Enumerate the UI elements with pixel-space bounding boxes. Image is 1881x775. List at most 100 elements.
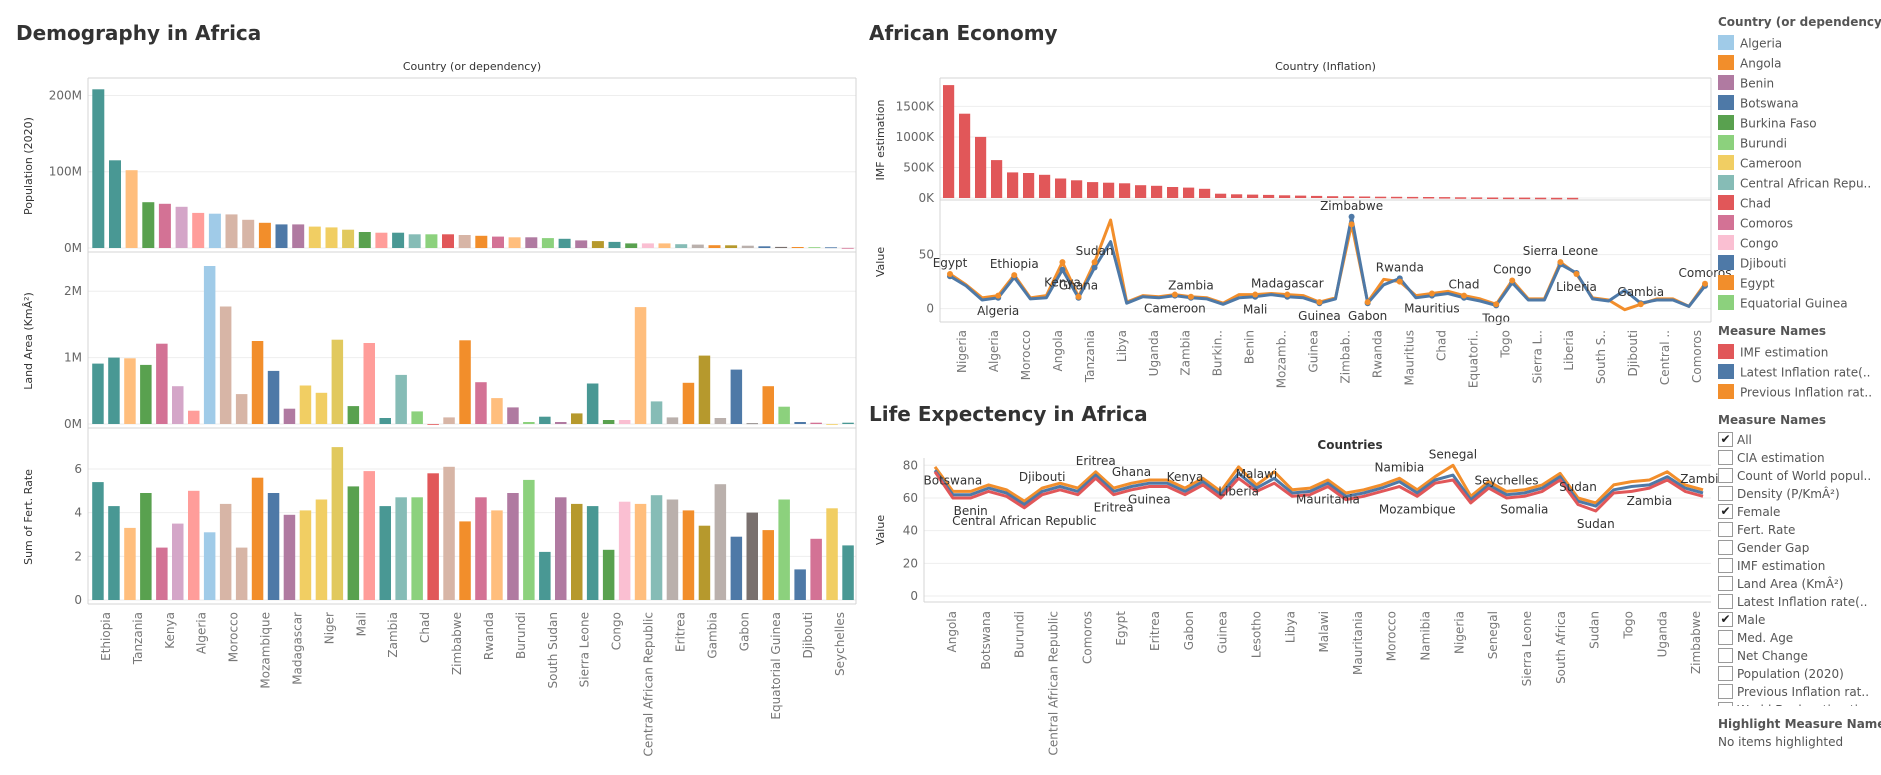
measure-legend-item[interactable]: IMF estimation	[1718, 342, 1878, 362]
imf-bar	[1487, 197, 1499, 199]
filter-checkbox[interactable]	[1718, 683, 1733, 699]
filter-checkbox[interactable]: ✔	[1718, 503, 1733, 519]
filter-item[interactable]: Previous Inflation rat..	[1718, 683, 1878, 701]
filter-item[interactable]: Land Area (KmÂ²)	[1718, 575, 1878, 593]
country-legend-item[interactable]: Burkina Faso	[1718, 113, 1878, 133]
filter-item[interactable]: ✔ All	[1718, 431, 1878, 449]
measure-filter-title: Measure Names	[1718, 413, 1827, 427]
filter-checkbox[interactable]	[1718, 557, 1733, 573]
imf-bar	[1071, 180, 1083, 198]
filter-item[interactable]: CIA estimation	[1718, 449, 1878, 467]
bar	[634, 503, 647, 600]
x-tick-label: Sudan	[1588, 611, 1602, 649]
inflation-line	[949, 215, 1707, 308]
country-legend-item[interactable]: Comoros	[1718, 213, 1878, 233]
filter-checkbox[interactable]	[1718, 647, 1733, 663]
filter-item[interactable]: Population (2020)	[1718, 665, 1878, 683]
country-legend-item[interactable]: Equatorial Guinea	[1718, 293, 1878, 313]
bar	[308, 226, 321, 248]
filter-item[interactable]: Med. Age	[1718, 629, 1878, 647]
country-legend-item[interactable]: Djibouti	[1718, 253, 1878, 273]
filter-item[interactable]: Latest Inflation rate(..	[1718, 593, 1878, 611]
bar	[491, 398, 503, 424]
country-legend-item[interactable]: Egypt	[1718, 273, 1878, 293]
bar	[810, 422, 822, 424]
filter-checkbox[interactable]	[1718, 521, 1733, 537]
measure-legend-item[interactable]: Previous Inflation rat..	[1718, 382, 1878, 402]
imf-bar	[943, 85, 955, 198]
filter-item[interactable]: Density (P/KmÂ²)	[1718, 485, 1878, 503]
bar	[188, 490, 200, 600]
filter-checkbox[interactable]	[1718, 467, 1733, 483]
data-label: Benin	[954, 504, 988, 518]
bar	[251, 477, 264, 600]
economy-column-header: Country (Inflation)	[1275, 60, 1376, 73]
x-tick-label: Seychelles	[833, 612, 847, 676]
y-axis-label: IMF estimation	[874, 99, 887, 180]
x-tick-label: Zambia	[1179, 330, 1193, 376]
filter-checkbox[interactable]	[1718, 629, 1733, 645]
x-tick-label: Ethiopia	[99, 612, 113, 661]
x-tick-label: Eritrea	[1148, 611, 1162, 651]
x-tick-label: Uganda	[1655, 611, 1669, 657]
country-legend-item[interactable]: Angola	[1718, 53, 1878, 73]
filter-checkbox[interactable]	[1718, 449, 1733, 465]
country-legend-item[interactable]: Benin	[1718, 73, 1878, 93]
data-label: Kenya	[1167, 470, 1204, 484]
country-legend-item[interactable]: Central African Repu..	[1718, 173, 1878, 193]
country-legend-item[interactable]: Chad	[1718, 193, 1878, 213]
legend-swatch	[1718, 363, 1734, 379]
filter-checkbox[interactable]: ✔	[1718, 611, 1733, 627]
legend-label: IMF estimation	[1740, 345, 1829, 360]
x-tick-label: Zimbabwe	[1689, 611, 1703, 674]
data-point	[1091, 259, 1098, 266]
filter-item[interactable]: Fert. Rate	[1718, 521, 1878, 539]
bar	[408, 234, 421, 248]
imf-bar	[1327, 196, 1339, 198]
x-tick-label: Algeria	[987, 330, 1001, 372]
bar	[459, 340, 471, 424]
measure-legend-item[interactable]: Latest Inflation rate(..	[1718, 362, 1878, 382]
y-tick-label: 1500K	[896, 99, 936, 113]
filter-item[interactable]: IMF estimation	[1718, 557, 1878, 575]
legend-sidebar: Country (or dependency) Algeria Angola Ben…	[1718, 14, 1881, 749]
filter-checkbox[interactable]	[1718, 485, 1733, 501]
filter-item[interactable]: World Bank estimation	[1718, 701, 1878, 706]
imf-bar	[1423, 197, 1435, 199]
data-label: Sierra Leone	[1523, 244, 1598, 258]
bar	[458, 235, 471, 248]
filter-checkbox[interactable]	[1718, 665, 1733, 681]
filter-label: Density (P/KmÂ²)	[1737, 487, 1840, 501]
filter-item[interactable]: Count of World popul..	[1718, 467, 1878, 485]
filter-checkbox[interactable]	[1718, 539, 1733, 555]
filter-checkbox[interactable]	[1718, 701, 1733, 706]
x-tick-label: Botswana	[979, 611, 993, 670]
bar	[666, 499, 679, 600]
x-tick-label: Sierra Leone	[1520, 611, 1534, 686]
x-tick-label: Burundi	[1013, 611, 1027, 658]
y-tick-label: 0K	[918, 191, 935, 205]
x-tick-label: Djibouti	[801, 612, 815, 659]
filter-checkbox[interactable]	[1718, 575, 1733, 591]
data-point	[1316, 299, 1323, 306]
bar	[140, 493, 152, 600]
filter-checkbox[interactable]: ✔	[1718, 431, 1733, 447]
filter-checkbox[interactable]	[1718, 593, 1733, 609]
filter-item[interactable]: ✔ Female	[1718, 503, 1878, 521]
country-legend-item[interactable]: Burundi	[1718, 133, 1878, 153]
bar	[586, 383, 599, 424]
filter-item[interactable]: Gender Gap	[1718, 539, 1878, 557]
imf-bar	[1439, 197, 1451, 199]
x-tick-label: Egypt	[1114, 611, 1128, 646]
bar	[808, 247, 821, 248]
data-point	[1637, 301, 1644, 308]
filter-item[interactable]: Net Change	[1718, 647, 1878, 665]
legend-swatch	[1718, 214, 1734, 230]
country-legend-item[interactable]: Algeria	[1718, 33, 1878, 53]
country-legend-item[interactable]: Botswana	[1718, 93, 1878, 113]
x-tick-label: Rwanda	[482, 612, 496, 660]
country-legend-item[interactable]: Congo	[1718, 233, 1878, 253]
country-legend-item[interactable]: Cameroon	[1718, 153, 1878, 173]
data-point	[1461, 292, 1468, 299]
filter-item[interactable]: ✔ Male	[1718, 611, 1878, 629]
